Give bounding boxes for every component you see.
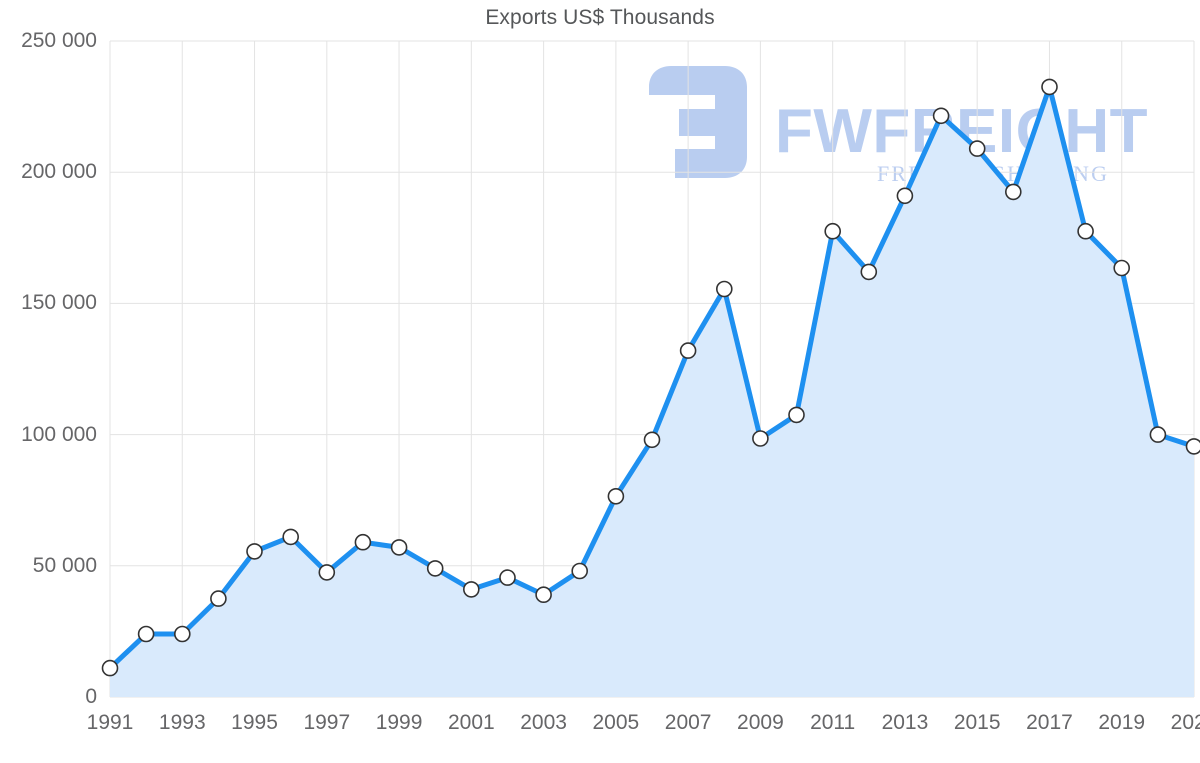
x-axis-tick-label: 2003 <box>520 711 567 734</box>
y-axis-tick-label: 150 000 <box>21 291 97 315</box>
data-point-marker[interactable] <box>932 107 950 125</box>
data-point-marker[interactable] <box>824 222 842 240</box>
x-axis-tick-label: 1999 <box>375 711 423 734</box>
x-axis-tick-label: 2017 <box>1026 711 1073 734</box>
x-axis-tick-label: 2001 <box>447 711 495 734</box>
data-point-marker[interactable] <box>1004 183 1022 201</box>
data-point-marker[interactable] <box>1149 426 1167 443</box>
data-point-marker[interactable] <box>354 533 372 551</box>
x-axis-tick-label: 2021 <box>1170 711 1200 734</box>
x-axis-tick-label: 2007 <box>664 711 712 734</box>
data-point-marker[interactable] <box>788 406 805 424</box>
x-axis-tick-label: 2005 <box>592 711 640 734</box>
x-axis-tick-label: 1993 <box>158 711 206 734</box>
x-axis-tick-label: 1991 <box>86 711 134 734</box>
data-point-marker[interactable] <box>1077 222 1094 240</box>
data-point-marker[interactable] <box>1185 438 1200 455</box>
data-point-marker[interactable] <box>535 586 552 604</box>
x-axis-tick-label: 1997 <box>303 711 351 734</box>
data-point-marker[interactable] <box>752 430 769 447</box>
x-axis-tick-label: 2013 <box>881 711 929 734</box>
data-point-marker[interactable] <box>715 280 733 298</box>
data-point-marker[interactable] <box>643 431 661 449</box>
y-axis-tick-label: 0 <box>85 685 97 708</box>
data-point-marker[interactable] <box>426 560 444 577</box>
data-point-marker[interactable] <box>101 659 119 677</box>
data-point-marker[interactable] <box>390 539 408 556</box>
data-point-marker[interactable] <box>282 528 300 546</box>
data-point-marker[interactable] <box>174 625 191 643</box>
x-axis-tick-label: 2019 <box>1098 711 1146 734</box>
data-point-marker[interactable] <box>1041 78 1058 96</box>
data-point-marker[interactable] <box>462 581 480 598</box>
data-point-marker[interactable] <box>607 487 625 505</box>
chart-title: Exports US$ Thousands <box>485 6 715 29</box>
x-axis-tick-label: 2011 <box>810 711 856 734</box>
x-axis-tick-label: 2015 <box>953 711 1001 734</box>
data-point-marker[interactable] <box>1113 259 1130 277</box>
y-axis-tick-label: 200 000 <box>21 160 97 184</box>
data-point-marker[interactable] <box>246 543 263 560</box>
data-point-marker[interactable] <box>571 562 589 580</box>
data-markers <box>101 78 1200 677</box>
area-fill <box>110 86 1194 697</box>
y-axis-tick-label: 250 000 <box>21 29 97 52</box>
data-point-marker[interactable] <box>499 569 516 586</box>
data-point-marker[interactable] <box>318 564 336 581</box>
data-point-marker[interactable] <box>968 140 986 157</box>
data-point-marker[interactable] <box>137 625 155 643</box>
data-point-marker[interactable] <box>679 342 697 359</box>
data-point-marker[interactable] <box>210 590 227 607</box>
data-point-marker[interactable] <box>860 263 878 281</box>
x-axis-tick-label: 1995 <box>231 711 278 734</box>
y-axis-tick-label: 100 000 <box>21 422 97 446</box>
x-axis-tick-label: 2009 <box>737 711 784 734</box>
y-axis-tick-label: 50 000 <box>32 553 97 577</box>
data-point-marker[interactable] <box>896 187 914 205</box>
